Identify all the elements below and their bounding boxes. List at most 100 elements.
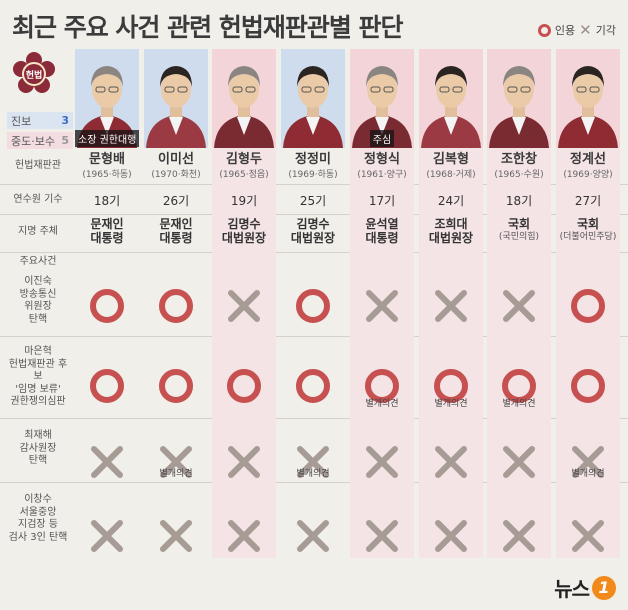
dismiss-x-icon [487,444,551,480]
judge-name: 김형두 [226,152,262,167]
divider [0,184,628,185]
judge-name-cell: 김복형 (1968·거제) [419,152,483,180]
legend: 인용 ✕ 기각 [537,20,616,39]
judge-name-cell: 정형식 (1961·양구) [350,152,414,181]
legend-dismiss-label: 기각 [595,24,616,37]
case1-line: 위원장 [24,301,52,312]
dismiss-x-icon [419,518,483,554]
dismiss-x-icon [75,518,139,554]
dismiss-x-icon [350,518,414,554]
judge-term: 26기 [162,194,190,208]
judge-role-tag: 주심 [369,130,395,147]
judge-portrait [212,49,276,148]
judge-column-bg [556,148,620,558]
uphold-circle-icon [144,368,208,404]
judge-info: (1969·하동) [288,170,338,181]
uphold-circle-icon [556,368,620,404]
separate-opinion-note: 별개의견 [296,469,330,479]
judge-nominator: 김명수 대법원장 [281,217,345,246]
uphold-circle-icon [144,288,208,324]
dismiss-x-icon [556,444,620,480]
judge-term: 17기 [368,194,396,208]
legend-uphold-label: 인용 [554,24,576,37]
uphold-circle-icon [350,368,414,404]
case2-line: 권한쟁의심판 [10,396,66,407]
separate-opinion-note: 별개의견 [502,399,536,409]
judge-name-cell: 문형배 (1965·하동) [75,152,139,181]
page-title: 최근 주요 사건 관련 헌법재판관별 판단 [12,13,404,42]
uphold-circle-icon [212,368,276,404]
row-header-nominator: 지명 주체 [18,226,58,237]
divider [0,482,628,483]
judge-nominator: 윤석열 대통령 [350,217,414,246]
judge-info: (1965·수원) [494,170,544,181]
progressive-label: 진보 [11,114,32,128]
case1-line: 이진숙 [24,276,52,287]
judge-info: (1969·양양) [563,170,613,181]
uphold-circle-icon [556,288,620,324]
judge-term: 24기 [437,194,465,208]
judge-term: 27기 [574,194,602,208]
conservative-number: 5 [61,134,69,147]
judge-name: 정정미 [295,152,331,167]
judge-info: (1965·정읍) [219,170,269,181]
dismiss-x-icon [212,518,276,554]
case3-line: 탄핵 [28,455,48,466]
dismiss-x-icon [350,444,414,480]
judge-info: (1965·하동) [82,170,132,181]
dismiss-x-icon [75,444,139,480]
case3-line: 최재해 [24,430,52,441]
case1-line: 탄핵 [28,313,48,325]
case1-line: 방송통신 [19,288,57,300]
dismiss-x-icon: ✕ [579,20,592,39]
dismiss-x-icon [212,444,276,480]
progressive-count: 진보 3 [7,112,73,129]
row-header-cases: 주요사건 [19,256,57,267]
judge-term: 18기 [505,194,533,208]
court-emblem-icon: 헌법 [12,52,56,96]
dismiss-x-icon [144,444,208,480]
row-header-term: 연수원 기수 [13,194,63,205]
nominator-line: 김명수 [227,217,261,231]
judge-nominator: 국회 (더불어민주당) [556,217,620,242]
uphold-circle-icon [75,368,139,404]
judge-name-cell: 정계선 (1969·양양) [556,152,620,181]
case2-line: '임명 보류' [15,383,61,395]
separate-opinion-note: 별개의견 [571,469,605,479]
judge-nominator: 조희대 대법원장 [419,217,483,246]
uphold-circle-icon [537,23,551,37]
progressive-number: 3 [61,114,69,127]
nominator-line: 대법원장 [221,230,267,245]
judge-column-bg [487,148,551,558]
judge-name: 조한창 [501,152,537,167]
nominator-line: 김명수 [296,217,330,231]
judge-nominator: 국회 (국민의힘) [487,217,551,242]
judge-name-cell: 정정미 (1969·하동) [281,152,345,181]
judge-portrait: 주심 [350,49,414,148]
dismiss-x-icon [281,518,345,554]
dismiss-x-icon [556,518,620,554]
row-header-case2: 마은혁 헌법재판관 후보 '임명 보류' 권한쟁의심판 [5,346,71,409]
judge-nominator: 김명수 대법원장 [212,217,276,246]
case4-line: 이창수 [24,494,52,505]
divider [0,252,628,253]
dismiss-x-icon [144,518,208,554]
judge-portrait [281,49,345,148]
case2-line: 헌법재판관 후보 [8,358,68,383]
judge-name: 김복형 [433,152,469,167]
case3-line: 감사원장 [19,442,57,454]
logo-mark: 1 [592,575,616,600]
case4-line: 서울중앙 [19,506,57,518]
judge-portrait [419,49,483,148]
nominator-line: 문재인 [159,217,193,231]
nominator-line: 대통령 [365,230,399,245]
nominator-line: 윤석열 [365,217,399,231]
judge-info: (1961·양구) [357,170,407,181]
dismiss-x-icon [212,288,276,324]
judge-column-bg [350,148,414,558]
judge-nominator: 문재인 대통령 [75,217,139,246]
nominator-line: 조희대 [434,217,468,231]
nominator-line: 국회 [576,217,600,231]
nominator-line: 국회 [507,217,531,231]
row-header-case4: 이창수 서울중앙 지검장 등 검사 3인 탄핵 [5,494,71,544]
